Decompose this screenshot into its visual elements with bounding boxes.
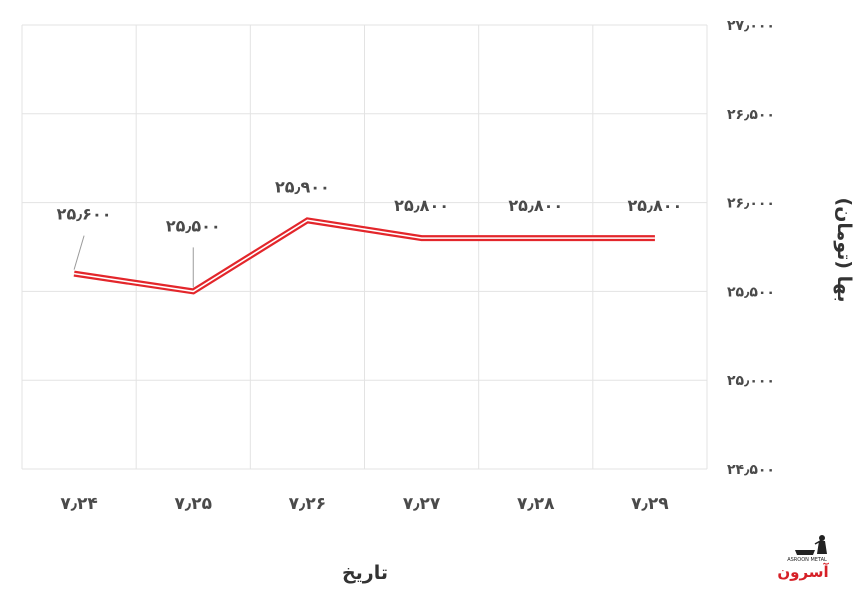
x-tick-label: ۷٫۲۵ [175,494,212,514]
x-axis-ticks: ۷٫۲۴ ۷٫۲۵ ۷٫۲۶ ۷٫۲۷ ۷٫۲۸ ۷٫۲۹ [60,494,669,514]
data-label: ۲۵٫۶۰۰ [57,205,112,224]
logo-tagline: ASROON METAL [787,557,827,563]
y-tick-label: ۲۷٫۰۰۰ [727,18,775,34]
y-tick-label: ۲۴٫۵۰۰ [727,462,775,478]
data-label: ۲۵٫۸۰۰ [508,196,563,215]
y-tick-label: ۲۶٫۰۰۰ [727,196,775,212]
x-tick-label: ۷٫۲۹ [631,494,669,514]
logo-name: آسرون [777,563,829,581]
y-tick-label: ۲۵٫۵۰۰ [727,284,775,300]
logo-figure-icon [795,535,827,555]
data-label: ۲۵٫۸۰۰ [394,196,449,215]
grid [21,24,708,470]
leader-line [73,235,85,270]
y-tick-label: ۲۶٫۵۰۰ [727,107,775,123]
data-label: ۲۵٫۸۰۰ [628,196,683,215]
x-tick-label: ۷٫۲۶ [289,494,326,514]
y-tick-label: ۲۵٫۰۰۰ [727,373,775,389]
x-axis-title: تاریخ [342,562,388,584]
data-labels: ۲۵٫۶۰۰ ۲۵٫۵۰۰ ۲۵٫۹۰۰ ۲۵٫۸۰۰ ۲۵٫۸۰۰ ۲۵٫۸۰۰ [57,177,683,288]
data-label: ۲۵٫۹۰۰ [275,177,330,196]
brand-logo: ASROON METAL آسرون [777,535,830,581]
data-label: ۲۵٫۵۰۰ [166,216,221,235]
x-tick-label: ۷٫۲۴ [60,494,97,514]
y-axis-title: بها (تومان) [833,198,855,303]
series-group [73,217,655,295]
y-axis-ticks: ۲۷٫۰۰۰ ۲۶٫۵۰۰ ۲۶٫۰۰۰ ۲۵٫۵۰۰ ۲۵٫۰۰۰ ۲۴٫۵۰۰ [727,18,775,478]
x-tick-label: ۷٫۲۷ [403,494,441,514]
series-line-highlight [73,219,655,293]
x-tick-label: ۷٫۲۸ [517,494,555,514]
